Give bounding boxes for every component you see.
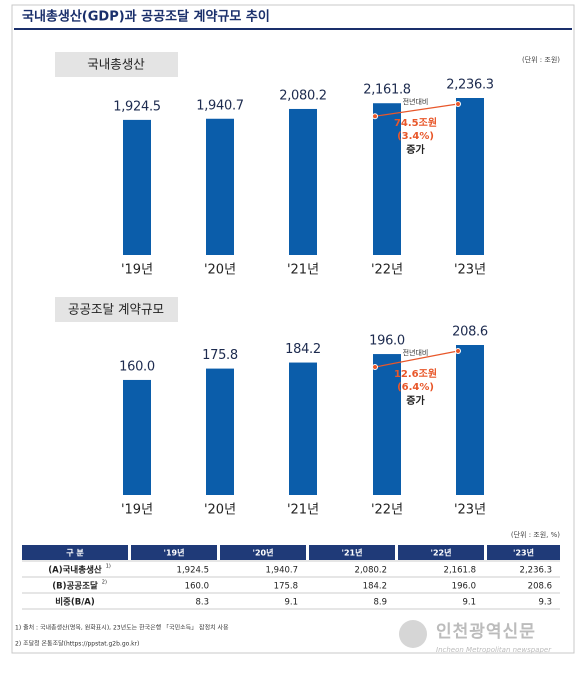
change-dot: [455, 348, 461, 354]
x-tick-label: '22년: [371, 263, 403, 278]
table-cell: 196.0: [452, 582, 476, 592]
annotation-text: 증가: [406, 394, 425, 407]
table-header-cell: [131, 545, 217, 560]
bar: [123, 119, 151, 255]
annotation-percent: (6.4%): [397, 382, 434, 393]
watermark-english: Incheon Metropolitan newspaper: [436, 646, 552, 654]
bar: [289, 362, 317, 495]
value-label: 1,924.5: [113, 99, 161, 114]
value-label: 175.8: [202, 348, 238, 363]
x-tick-label: '23년: [454, 263, 486, 278]
footnote: 2) 조달청 온통조달(https://ppstat.g2b.go.kr): [15, 640, 139, 648]
table-cell: 2,236.3: [520, 566, 552, 576]
page-title: 국내총생산(GDP)과 공공조달 계약규모 추이: [22, 9, 270, 25]
table-cell: 9.1: [284, 598, 298, 608]
table-cell: 160.0: [185, 582, 209, 592]
x-tick-label: '23년: [454, 503, 486, 518]
chart-label-box: [55, 52, 178, 77]
value-label: 2,236.3: [446, 78, 494, 93]
change-dot: [372, 364, 378, 371]
chart-label-box: [55, 297, 178, 322]
table-cell: 1,940.7: [266, 566, 298, 576]
table-header-cell: [220, 545, 306, 560]
change-line: [374, 103, 459, 117]
row-label: (B)공공조달: [52, 581, 98, 592]
chart-label: 국내총생산: [87, 57, 145, 72]
x-tick-label: '20년: [204, 503, 236, 518]
change-dot: [372, 113, 378, 120]
table-cell: 208.6: [528, 582, 552, 592]
table-cell: 1,924.5: [177, 566, 209, 576]
title-rule: [14, 28, 572, 30]
change-dot: [455, 101, 461, 107]
x-tick-label: '19년: [121, 263, 153, 278]
table-header: '21년: [342, 548, 363, 558]
row-note: 1): [106, 564, 111, 570]
value-label: 160.0: [119, 359, 155, 374]
table-header: '19년: [164, 548, 185, 558]
table-header-cell: [398, 545, 484, 560]
bar: [206, 118, 234, 255]
bar: [289, 108, 317, 255]
table-cell: 8.9: [373, 598, 387, 608]
table-cell: 9.3: [538, 598, 552, 608]
table-header-cell: [22, 545, 128, 560]
value-label: 2,161.8: [363, 83, 411, 98]
chart-label: 공공조달 계약규모: [68, 302, 164, 317]
table-cell: 2,080.2: [355, 566, 387, 576]
value-label: 184.2: [285, 342, 321, 357]
bar: [206, 368, 234, 495]
table-cell: 2,161.8: [444, 566, 476, 576]
change-line: [374, 350, 459, 368]
x-tick-label: '20년: [204, 263, 236, 278]
x-tick-label: '21년: [287, 263, 319, 278]
row-label: 비중(B/A): [55, 597, 95, 608]
table-cell: 8.3: [195, 598, 209, 608]
value-label: 1,940.7: [196, 98, 244, 113]
bar: [456, 345, 484, 495]
table-cell: 175.8: [274, 582, 298, 592]
x-tick-label: '22년: [371, 503, 403, 518]
table-header: '22년: [431, 548, 452, 558]
value-label: 2,080.2: [279, 88, 327, 103]
footnote: 1) 출처 : 국내총생산(명목, 원화표시), 23년도는 한국은행 「국민소…: [15, 624, 229, 632]
annotation-label: 전년대비: [403, 348, 429, 357]
table-cell: 184.2: [363, 582, 387, 592]
row-note: 2): [102, 580, 107, 586]
bar: [373, 354, 401, 495]
unit-label: (단위 : 조원): [522, 55, 560, 64]
table-header: '20년: [253, 548, 274, 558]
table-cell: 9.1: [462, 598, 476, 608]
annotation-change: 12.6조원: [394, 367, 437, 380]
watermark-name: 인천광역신문: [436, 622, 536, 642]
bar: [123, 379, 151, 495]
bar: [373, 103, 401, 256]
value-label: 208.6: [452, 325, 488, 340]
x-tick-label: '19년: [121, 503, 153, 518]
value-label: 196.0: [369, 334, 405, 349]
row-label: (A)국내총생산: [48, 565, 102, 576]
annotation-text: 증가: [406, 143, 425, 156]
table-header-cell: [309, 545, 395, 560]
table-header: '23년: [513, 548, 534, 558]
watermark-logo: [399, 620, 427, 648]
annotation-percent: (3.4%): [397, 131, 434, 142]
annotation-change: 74.5조원: [394, 116, 437, 129]
table-header: 구 분: [66, 549, 84, 558]
table-header-cell: [487, 545, 560, 560]
x-tick-label: '21년: [287, 503, 319, 518]
bar: [456, 98, 484, 255]
table-unit: (단위 : 조원, %): [511, 530, 560, 539]
annotation-label: 전년대비: [403, 97, 429, 106]
